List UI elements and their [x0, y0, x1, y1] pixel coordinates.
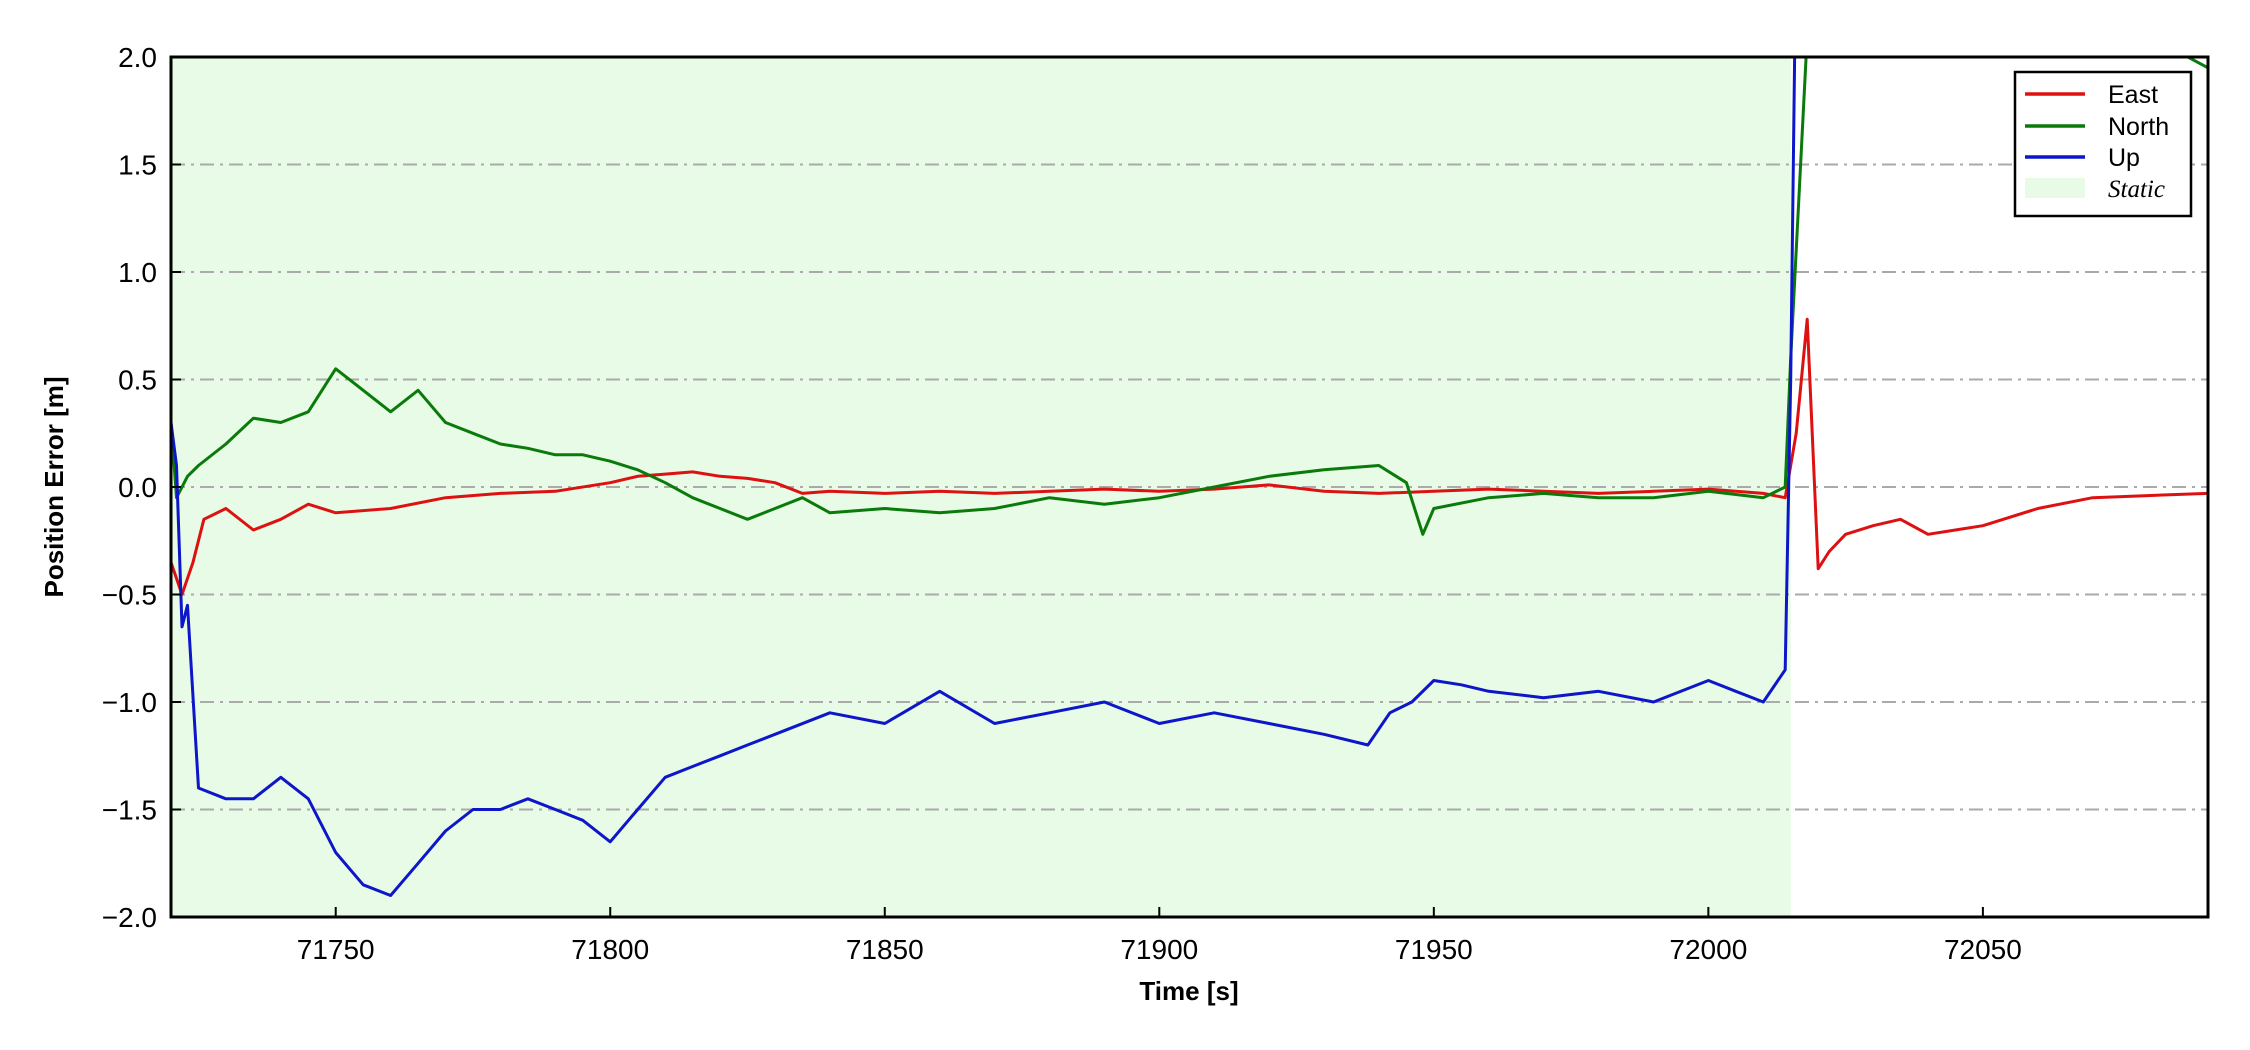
x-tick-label: 72050 — [1944, 934, 2022, 965]
series-layer — [171, 57, 2208, 897]
series-line-north — [171, 57, 2208, 536]
legend-label-up: Up — [2108, 144, 2140, 172]
legend-swatch-static — [2025, 178, 2085, 198]
grid — [171, 163, 2208, 811]
y-tick-label: −0.5 — [102, 580, 157, 611]
y-tick-label: −1.0 — [102, 687, 157, 718]
y-tick-label: −2.0 — [102, 902, 157, 933]
legend-label-static: Static — [2108, 176, 2165, 203]
series-line-east — [171, 317, 2208, 596]
series-line-up — [171, 57, 1797, 897]
legend-label-north: North — [2108, 113, 2169, 141]
x-tick-label: 72000 — [1669, 934, 1747, 965]
y-tick-label: 0.5 — [118, 365, 157, 396]
tick-labels: 71750 71800 71850 71900 71950 72000 72050 −2.0 −… — [102, 42, 2022, 965]
x-tick-label: 71750 — [297, 934, 375, 965]
ticks — [171, 56, 1984, 918]
y-tick-label: 1.5 — [118, 150, 157, 181]
y-tick-label: −1.5 — [102, 795, 157, 826]
x-tick-label: 71950 — [1395, 934, 1473, 965]
x-axis-title: Time [s] — [1139, 976, 1238, 1006]
y-axis-title: Position Error [m] — [39, 376, 69, 597]
legend: East North Up Static — [2013, 70, 2193, 218]
legend-label-east: East — [2108, 81, 2158, 109]
y-tick-label: 1.0 — [118, 257, 157, 288]
y-tick-label: 0.0 — [118, 472, 157, 503]
y-tick-label: 2.0 — [118, 42, 157, 73]
x-tick-label: 71900 — [1120, 934, 1198, 965]
x-tick-label: 71800 — [571, 934, 649, 965]
x-tick-label: 71850 — [846, 934, 924, 965]
